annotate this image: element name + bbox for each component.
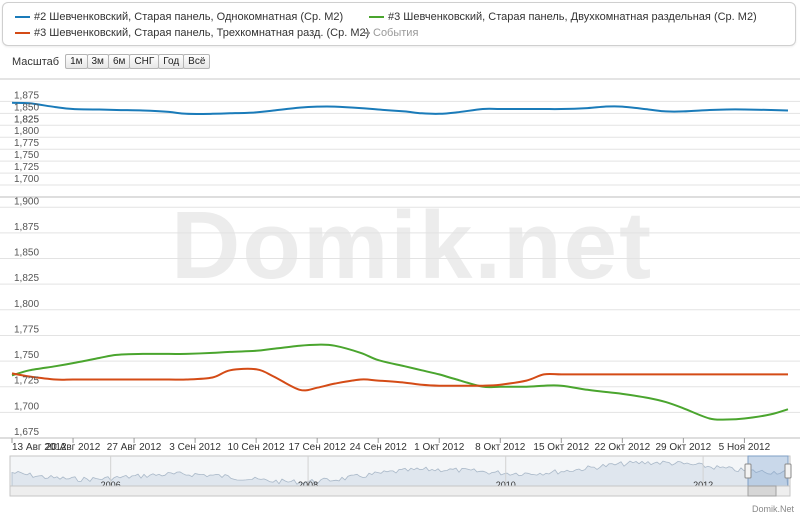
navigator-year-label: 2010 <box>496 480 516 490</box>
navigator-handle-left[interactable] <box>744 463 752 479</box>
x-tick-label: 13 Авг 2012 <box>12 442 67 453</box>
y-tick-label-lower: 1,800 <box>14 299 39 310</box>
y-tick-label-lower: 1,750 <box>14 350 39 361</box>
legend-item-series-3[interactable]: #3 Шевченковский, Старая панель, Трехком… <box>15 27 369 40</box>
legend-line-events <box>364 32 370 35</box>
legend-line-series-2 <box>369 16 384 19</box>
x-tick-label: 24 Сен 2012 <box>350 442 408 453</box>
series-lines[interactable] <box>11 101 789 421</box>
zoom-button-all[interactable]: Всё <box>183 54 211 69</box>
y-tick-label-lower: 1,900 <box>14 196 39 207</box>
legend-item-events[interactable]: События <box>364 27 418 40</box>
y-tick-label-lower: 1,875 <box>14 222 39 233</box>
y-tick-label-upper: 1,775 <box>14 138 39 149</box>
zoom-toolbar: Масштаб 1м 3м 6м СНГ Год Всё <box>12 54 211 71</box>
y-tick-label-lower: 1,675 <box>14 427 39 438</box>
x-tick-label: 8 Окт 2012 <box>475 442 526 453</box>
x-tick-label: 17 Сен 2012 <box>289 442 347 453</box>
legend: #2 Шевченковский, Старая панель, Одноком… <box>2 2 796 46</box>
y-tick-label-upper: 1,825 <box>14 114 39 125</box>
series-line-2[interactable] <box>11 343 789 421</box>
x-tick-label: 1 Окт 2012 <box>414 442 465 453</box>
y-tick-label-lower: 1,825 <box>14 273 39 284</box>
y-tick-label-upper: 1,850 <box>14 102 39 113</box>
series-line-1[interactable] <box>11 101 789 115</box>
x-tick-label: 22 Окт 2012 <box>594 442 650 453</box>
y-tick-label-upper: 1,725 <box>14 162 39 173</box>
legend-label-series-3: #3 Шевченковский, Старая панель, Трехком… <box>34 27 370 39</box>
series-line-3[interactable] <box>11 367 788 392</box>
y-axis: 1,7001,7251,7501,7751,8001,8251,8501,875… <box>14 90 39 438</box>
x-tick-label: 5 Ноя 2012 <box>719 442 771 453</box>
y-tick-label-upper: 1,800 <box>14 126 39 137</box>
legend-item-series-2[interactable]: #3 Шевченковский, Старая панель, Двухком… <box>369 11 757 24</box>
x-tick-label: 15 Окт 2012 <box>533 442 589 453</box>
navigator-year-label: 2012 <box>693 480 713 490</box>
grid <box>0 100 800 439</box>
legend-label-series-1: #2 Шевченковский, Старая панель, Одноком… <box>34 11 344 23</box>
legend-label-series-2: #3 Шевченковский, Старая панель, Двухком… <box>388 11 757 23</box>
legend-line-series-3 <box>15 32 30 35</box>
legend-line-series-1 <box>15 16 30 19</box>
navigator-year-label: 2008 <box>298 480 318 490</box>
navigator-scrollbar[interactable] <box>9 485 791 497</box>
x-tick-label: 10 Сен 2012 <box>228 442 286 453</box>
y-tick-label-upper: 1,750 <box>14 150 39 161</box>
credit-label: Domik.Net <box>752 504 795 514</box>
legend-item-series-1[interactable]: #2 Шевченковский, Старая панель, Одноком… <box>15 11 343 24</box>
navigator-series-area <box>11 460 789 491</box>
y-tick-label-upper: 1,700 <box>14 174 39 185</box>
x-tick-label: 29 Окт 2012 <box>655 442 711 453</box>
y-tick-label-lower: 1,700 <box>14 401 39 412</box>
navigator-selection[interactable] <box>747 455 789 487</box>
y-tick-label-upper: 1,825 <box>14 114 39 125</box>
navigator-handle-right[interactable] <box>784 463 792 479</box>
navigator-scrollbar-thumb[interactable] <box>747 485 777 497</box>
plot-frame <box>0 78 800 439</box>
y-tick-label-lower: 1,725 <box>14 376 39 387</box>
zoom-label: Масштаб <box>12 55 60 68</box>
navigator-year-label: 2006 <box>101 480 121 490</box>
y-tick-label-upper: 1,875 <box>14 90 39 101</box>
watermark: Domik.net <box>171 192 653 299</box>
y-tick-label-lower: 1,850 <box>14 248 39 259</box>
x-tick-label: 20 Авг 2012 <box>46 442 101 453</box>
x-tick-label: 27 Авг 2012 <box>107 442 162 453</box>
legend-label-events: События <box>373 27 419 39</box>
y-tick-label-lower: 1,775 <box>14 324 39 335</box>
x-tick-label: 3 Сен 2012 <box>169 442 221 453</box>
